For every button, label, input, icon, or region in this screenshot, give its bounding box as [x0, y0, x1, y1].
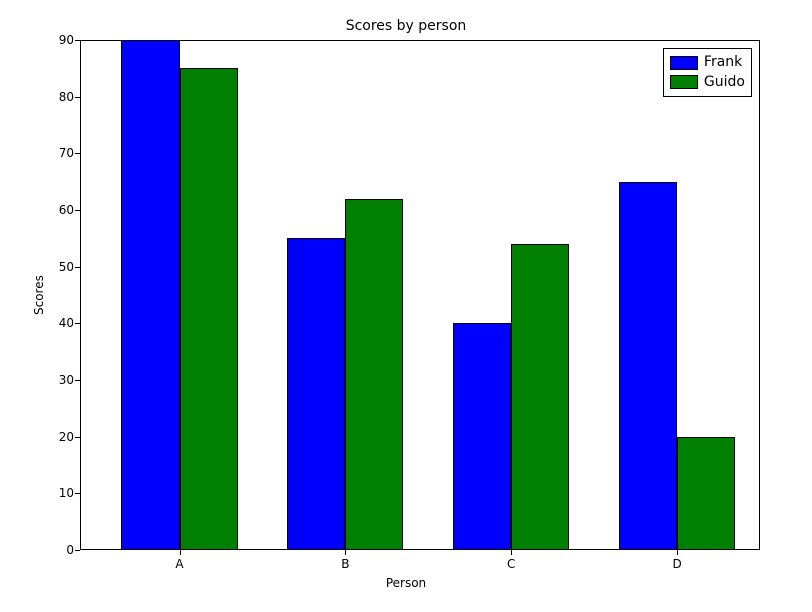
y-tick-label: 20 [44, 431, 74, 443]
y-tick-label: 10 [44, 487, 74, 499]
y-tick-mark [75, 210, 80, 211]
y-tick-label: 70 [44, 147, 74, 159]
y-tick-label: 50 [44, 261, 74, 273]
y-tick-mark [75, 437, 80, 438]
bar [453, 323, 511, 550]
x-tick-label: C [507, 558, 515, 570]
legend-swatch [670, 75, 698, 89]
bar [345, 199, 403, 550]
y-tick-mark [75, 323, 80, 324]
x-axis-label: Person [0, 576, 812, 590]
legend-label: Frank [704, 53, 742, 73]
legend-swatch [670, 56, 698, 70]
x-tick-label: B [341, 558, 349, 570]
y-axis-label: Scores [32, 275, 46, 315]
y-tick-label: 90 [44, 34, 74, 46]
x-tick-mark [180, 550, 181, 555]
y-tick-mark [75, 97, 80, 98]
legend-label: Guido [704, 73, 745, 93]
y-tick-label: 60 [44, 204, 74, 216]
bar [287, 238, 345, 550]
legend-item: Guido [670, 73, 745, 93]
bar [121, 40, 179, 550]
chart-canvas: Scores by person Scores Person FrankGuid… [0, 0, 812, 612]
y-tick-mark [75, 550, 80, 551]
bar [677, 437, 735, 550]
x-tick-label: D [672, 558, 681, 570]
y-tick-mark [75, 153, 80, 154]
bar [180, 68, 238, 550]
x-tick-label: A [175, 558, 183, 570]
chart-title: Scores by person [0, 18, 812, 34]
y-tick-mark [75, 493, 80, 494]
bar [511, 244, 569, 550]
x-tick-mark [511, 550, 512, 555]
y-tick-mark [75, 267, 80, 268]
y-tick-label: 40 [44, 317, 74, 329]
y-tick-mark [75, 380, 80, 381]
y-tick-mark [75, 40, 80, 41]
y-tick-label: 80 [44, 91, 74, 103]
bar [619, 182, 677, 550]
legend-item: Frank [670, 53, 745, 73]
x-tick-mark [345, 550, 346, 555]
legend: FrankGuido [663, 48, 752, 97]
y-tick-label: 0 [44, 544, 74, 556]
y-tick-label: 30 [44, 374, 74, 386]
x-tick-mark [677, 550, 678, 555]
